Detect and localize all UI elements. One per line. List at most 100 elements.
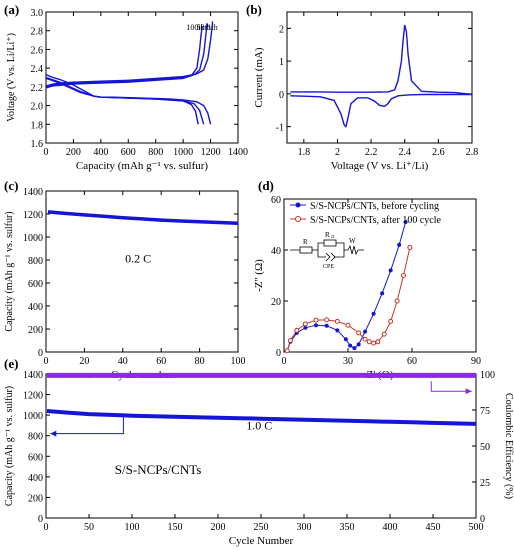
y-tick-label: 1400	[23, 370, 43, 381]
data-point	[363, 329, 368, 334]
y-tick-label: 1000	[23, 411, 43, 422]
circuit-label: ct	[331, 235, 335, 240]
y-axis-label: Capacity (mAh g⁻¹ vs. sulfur)	[4, 386, 15, 506]
y-tick-label: -1	[276, 123, 284, 134]
data-point	[324, 323, 329, 328]
x-tick-label: 450	[426, 522, 441, 533]
y-tick-label: 3.0	[31, 8, 44, 19]
x-axis-label: Capacity (mAh g⁻¹ vs. sulfur)	[76, 160, 209, 172]
panel-label: (c)	[4, 178, 18, 193]
x-tick-label: 250	[254, 522, 269, 533]
y-tick-label: 1400	[23, 187, 43, 198]
data-point	[334, 318, 340, 324]
axes-b: 1.8 2 2.2 2.4 2.6 2.8 -1 0 1 2 Voltage (V vs. Li⁺/…	[253, 11, 478, 172]
x-tick-label: 1000	[173, 147, 193, 158]
x-tick-label: 20	[79, 356, 89, 367]
series-line	[286, 247, 411, 351]
x-tick-label: 2	[335, 147, 340, 158]
rate-annotation: 1.0 C	[246, 419, 272, 433]
y-axis-label: Voltage (V vs. Li/Li⁺)	[6, 33, 17, 122]
plot-frame	[45, 190, 239, 353]
x-tick-label: 400	[383, 522, 398, 533]
circuit-diagram	[290, 239, 364, 262]
y-tick-label: 0	[276, 348, 281, 359]
data-point	[343, 337, 348, 342]
data-point	[362, 336, 368, 342]
data-point	[403, 219, 408, 224]
y-axis-label: Capacity (mAh g⁻¹ vs. sulfur)	[4, 211, 15, 331]
data-point	[352, 346, 357, 351]
data-point	[397, 242, 402, 247]
data-point	[313, 317, 319, 323]
x-tick-label: 0	[282, 356, 287, 367]
data-point	[356, 342, 361, 347]
circuit-label: W	[349, 237, 356, 245]
data-point	[388, 268, 393, 273]
y-axis-label: Current (mA)	[253, 47, 265, 108]
x-axis-label: Voltage (V vs. Li⁺/Li)	[331, 160, 429, 172]
data-point	[400, 273, 406, 278]
x-tick-label: 100	[125, 522, 140, 533]
y2-tick-label: 50	[480, 442, 490, 453]
data-point	[394, 298, 400, 304]
x-tick-label: 350	[340, 522, 355, 533]
x-tick-label: 400	[93, 147, 108, 158]
y-tick-label: 2.2	[31, 83, 44, 94]
y-tick-label: 1	[279, 57, 284, 68]
legend-marker	[295, 216, 301, 222]
data-point	[302, 321, 308, 327]
x-tick-label: 0	[44, 356, 49, 367]
x-tick-label: 600	[121, 147, 136, 158]
y-tick-label: 600	[28, 452, 43, 463]
data-point	[335, 328, 340, 333]
x-tick-label: 40	[118, 356, 128, 367]
data-point	[284, 348, 290, 354]
data-point	[388, 318, 394, 324]
legend-marker	[295, 202, 301, 208]
y-tick-label: 1200	[23, 391, 43, 402]
x-tick-label: 2.6	[432, 147, 445, 158]
x-tick-label: 1400	[228, 147, 248, 158]
y-tick-label: 200	[28, 493, 43, 504]
axes-d: 0 30 60 90 0 20 40 60 S/S-NCPs/CNTs, before cycl…	[253, 195, 481, 381]
y-axis-label: -Z'' (Ω)	[253, 259, 265, 292]
data-point	[371, 311, 376, 316]
data-point	[407, 244, 413, 250]
x-tick-label: 2.2	[365, 147, 378, 158]
y2-tick-label: 75	[480, 406, 490, 417]
x-tick-label: 60	[156, 356, 166, 367]
y2-tick-label: 100	[480, 370, 495, 381]
cpe-symbol	[325, 252, 336, 262]
y-tick-label: 1000	[23, 233, 43, 244]
x-tick-label: 150	[168, 522, 183, 533]
sample-annotation: S/S-NCPs/CNTs	[115, 462, 202, 477]
y-tick-label: 40	[271, 246, 281, 257]
y-tick-label: 2.4	[31, 64, 44, 75]
data-point	[287, 338, 293, 344]
y-tick-label: 1200	[23, 210, 43, 221]
rate-annotation: 0.2 C	[125, 251, 151, 265]
data-point	[371, 340, 377, 346]
y-tick-label: 1.6	[31, 139, 44, 150]
data-point	[303, 325, 308, 330]
data-point	[348, 343, 353, 348]
x-tick-label: 300	[297, 522, 312, 533]
y2-tick-label: 25	[480, 478, 490, 489]
x-tick-label: 200	[211, 522, 226, 533]
y-tick-label: 600	[28, 279, 43, 290]
x-axis-label: Cycle Number	[229, 535, 294, 547]
plot-frame	[45, 373, 477, 519]
warburg-symbol	[347, 244, 359, 256]
data-point	[366, 339, 372, 345]
data-point	[294, 327, 300, 333]
legend-label: S/S-NCPs/CNTs, after 100 cycle	[310, 215, 442, 226]
y-tick-label: 200	[28, 325, 43, 336]
y-tick-label: 800	[28, 256, 43, 267]
x-tick-label: 0	[44, 147, 49, 158]
panel-label: (a)	[4, 2, 19, 17]
series-line	[45, 25, 203, 89]
x-tick-label: 100	[231, 356, 246, 367]
data-point	[380, 291, 385, 296]
series-line	[45, 77, 199, 125]
